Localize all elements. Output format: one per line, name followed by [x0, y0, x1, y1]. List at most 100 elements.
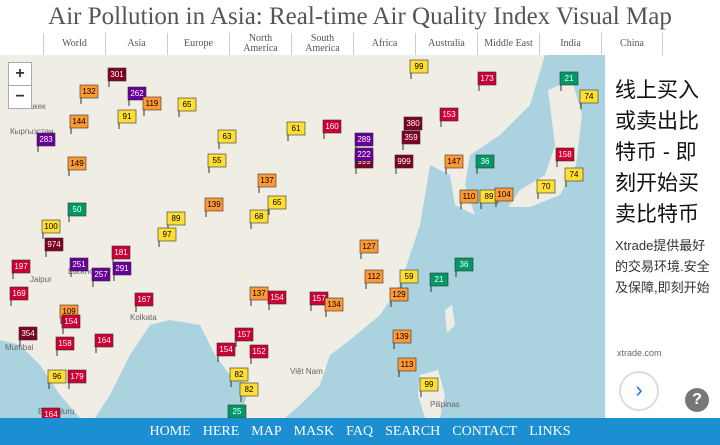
station-aqi[interactable]: 110 — [463, 192, 476, 201]
station-aqi[interactable]: 197 — [14, 262, 28, 271]
station-aqi[interactable]: 61 — [292, 124, 301, 133]
station-marker[interactable] — [117, 109, 137, 124]
station-aqi[interactable]: 291 — [115, 264, 129, 273]
station-marker[interactable] — [67, 369, 87, 384]
station-marker[interactable] — [112, 261, 132, 276]
station-aqi[interactable]: 164 — [44, 410, 58, 418]
station-marker[interactable] — [444, 154, 464, 169]
station-marker[interactable] — [389, 287, 409, 302]
station-marker[interactable] — [477, 71, 497, 86]
station-marker[interactable] — [111, 245, 131, 260]
station-aqi[interactable]: 257 — [94, 270, 108, 279]
station-marker[interactable] — [559, 71, 579, 86]
station-marker[interactable] — [234, 327, 254, 342]
station-aqi[interactable]: 262 — [130, 89, 144, 98]
station-aqi[interactable]: 169 — [12, 289, 26, 298]
station-aqi[interactable]: 154 — [270, 293, 284, 302]
station-aqi[interactable]: 100 — [44, 222, 58, 231]
station-marker[interactable] — [204, 197, 224, 212]
station-aqi[interactable]: 173 — [480, 74, 494, 83]
region-tab[interactable]: World — [43, 33, 105, 55]
zoom-in[interactable]: + — [8, 62, 32, 86]
station-marker[interactable] — [359, 239, 379, 254]
ad-headline[interactable]: 线上买入或卖出比特币 - 即刻开始买卖比特币 — [615, 79, 699, 226]
station-aqi[interactable]: 99 — [425, 380, 434, 389]
station-marker[interactable] — [44, 237, 64, 252]
station-aqi[interactable]: 65 — [273, 198, 282, 207]
station-aqi[interactable]: 222 — [357, 150, 371, 159]
station-aqi[interactable]: 36 — [460, 260, 469, 269]
station-aqi[interactable]: 999 — [357, 157, 371, 166]
toolbar-item[interactable]: HOME — [149, 423, 191, 439]
help-icon[interactable]: ? — [685, 388, 709, 412]
station-marker[interactable] — [364, 269, 384, 284]
station-aqi[interactable]: 59 — [405, 272, 414, 281]
station-aqi[interactable]: 158 — [558, 150, 572, 159]
station-marker[interactable] — [9, 286, 29, 301]
station-marker[interactable] — [354, 147, 374, 162]
region-tab[interactable]: Europe — [167, 33, 229, 55]
station-marker[interactable] — [207, 153, 227, 168]
ad-button[interactable]: › — [619, 371, 659, 411]
station-marker[interactable] — [394, 154, 414, 169]
station-marker[interactable] — [239, 382, 259, 397]
toolbar-item[interactable]: HERE — [202, 423, 240, 439]
station-aqi[interactable]: 144 — [72, 117, 86, 126]
station-marker[interactable] — [459, 189, 479, 204]
station-marker[interactable] — [177, 97, 197, 112]
station-aqi[interactable]: 157 — [312, 294, 326, 303]
station-aqi[interactable]: 283 — [39, 135, 53, 144]
station-aqi[interactable]: 160 — [325, 122, 339, 131]
station-aqi[interactable]: 74 — [585, 92, 594, 101]
station-aqi[interactable]: 113 — [401, 360, 414, 369]
station-aqi[interactable]: 167 — [137, 295, 151, 304]
station-marker[interactable] — [55, 336, 75, 351]
station-aqi[interactable]: 119 — [146, 99, 159, 108]
station-marker[interactable] — [494, 187, 514, 202]
toolbar-item[interactable]: SEARCH — [385, 423, 441, 439]
station-marker[interactable] — [67, 202, 87, 217]
station-aqi[interactable]: 999 — [397, 157, 411, 166]
station-marker[interactable] — [249, 209, 269, 224]
station-aqi[interactable]: 50 — [73, 205, 82, 214]
station-aqi[interactable]: 139 — [207, 200, 221, 209]
station-marker[interactable] — [18, 326, 38, 341]
station-aqi[interactable]: 153 — [442, 110, 456, 119]
station-marker[interactable] — [69, 114, 89, 129]
station-marker[interactable] — [399, 269, 419, 284]
station-aqi[interactable]: 139 — [395, 332, 409, 341]
toolbar-item[interactable]: CONTACT — [452, 423, 518, 439]
toolbar-item[interactable]: MAP — [251, 423, 282, 439]
station-aqi[interactable]: 289 — [357, 135, 371, 144]
station-aqi[interactable]: 21 — [565, 74, 574, 83]
region-tab[interactable]: South America — [291, 33, 353, 55]
station-aqi[interactable]: 134 — [327, 300, 341, 309]
station-aqi[interactable]: 152 — [252, 347, 266, 356]
station-aqi[interactable]: 74 — [570, 170, 579, 179]
station-aqi[interactable]: 157 — [237, 330, 251, 339]
station-aqi[interactable]: 112 — [368, 272, 381, 281]
region-tab[interactable]: Middle East — [477, 33, 539, 55]
station-marker[interactable] — [79, 84, 99, 99]
station-marker[interactable] — [91, 267, 111, 282]
station-marker[interactable] — [249, 344, 269, 359]
station-aqi[interactable]: 89 — [485, 192, 494, 201]
station-marker[interactable] — [257, 173, 277, 188]
region-tab[interactable]: India — [539, 33, 601, 55]
station-marker[interactable] — [322, 119, 342, 134]
station-marker[interactable] — [127, 86, 147, 101]
toolbar-item[interactable]: MASK — [293, 423, 335, 439]
station-aqi[interactable]: 82 — [245, 385, 254, 394]
station-marker[interactable] — [392, 329, 412, 344]
station-marker[interactable] — [157, 227, 177, 242]
station-marker[interactable] — [475, 154, 495, 169]
station-marker[interactable] — [555, 147, 575, 162]
station-marker[interactable] — [354, 132, 374, 147]
station-marker[interactable] — [454, 257, 474, 272]
station-marker[interactable] — [397, 357, 417, 372]
station-aqi[interactable]: 974 — [47, 240, 61, 249]
station-marker[interactable] — [401, 130, 421, 145]
station-aqi[interactable]: 154 — [64, 317, 78, 326]
station-marker[interactable] — [94, 333, 114, 348]
station-aqi[interactable]: 301 — [110, 70, 124, 79]
